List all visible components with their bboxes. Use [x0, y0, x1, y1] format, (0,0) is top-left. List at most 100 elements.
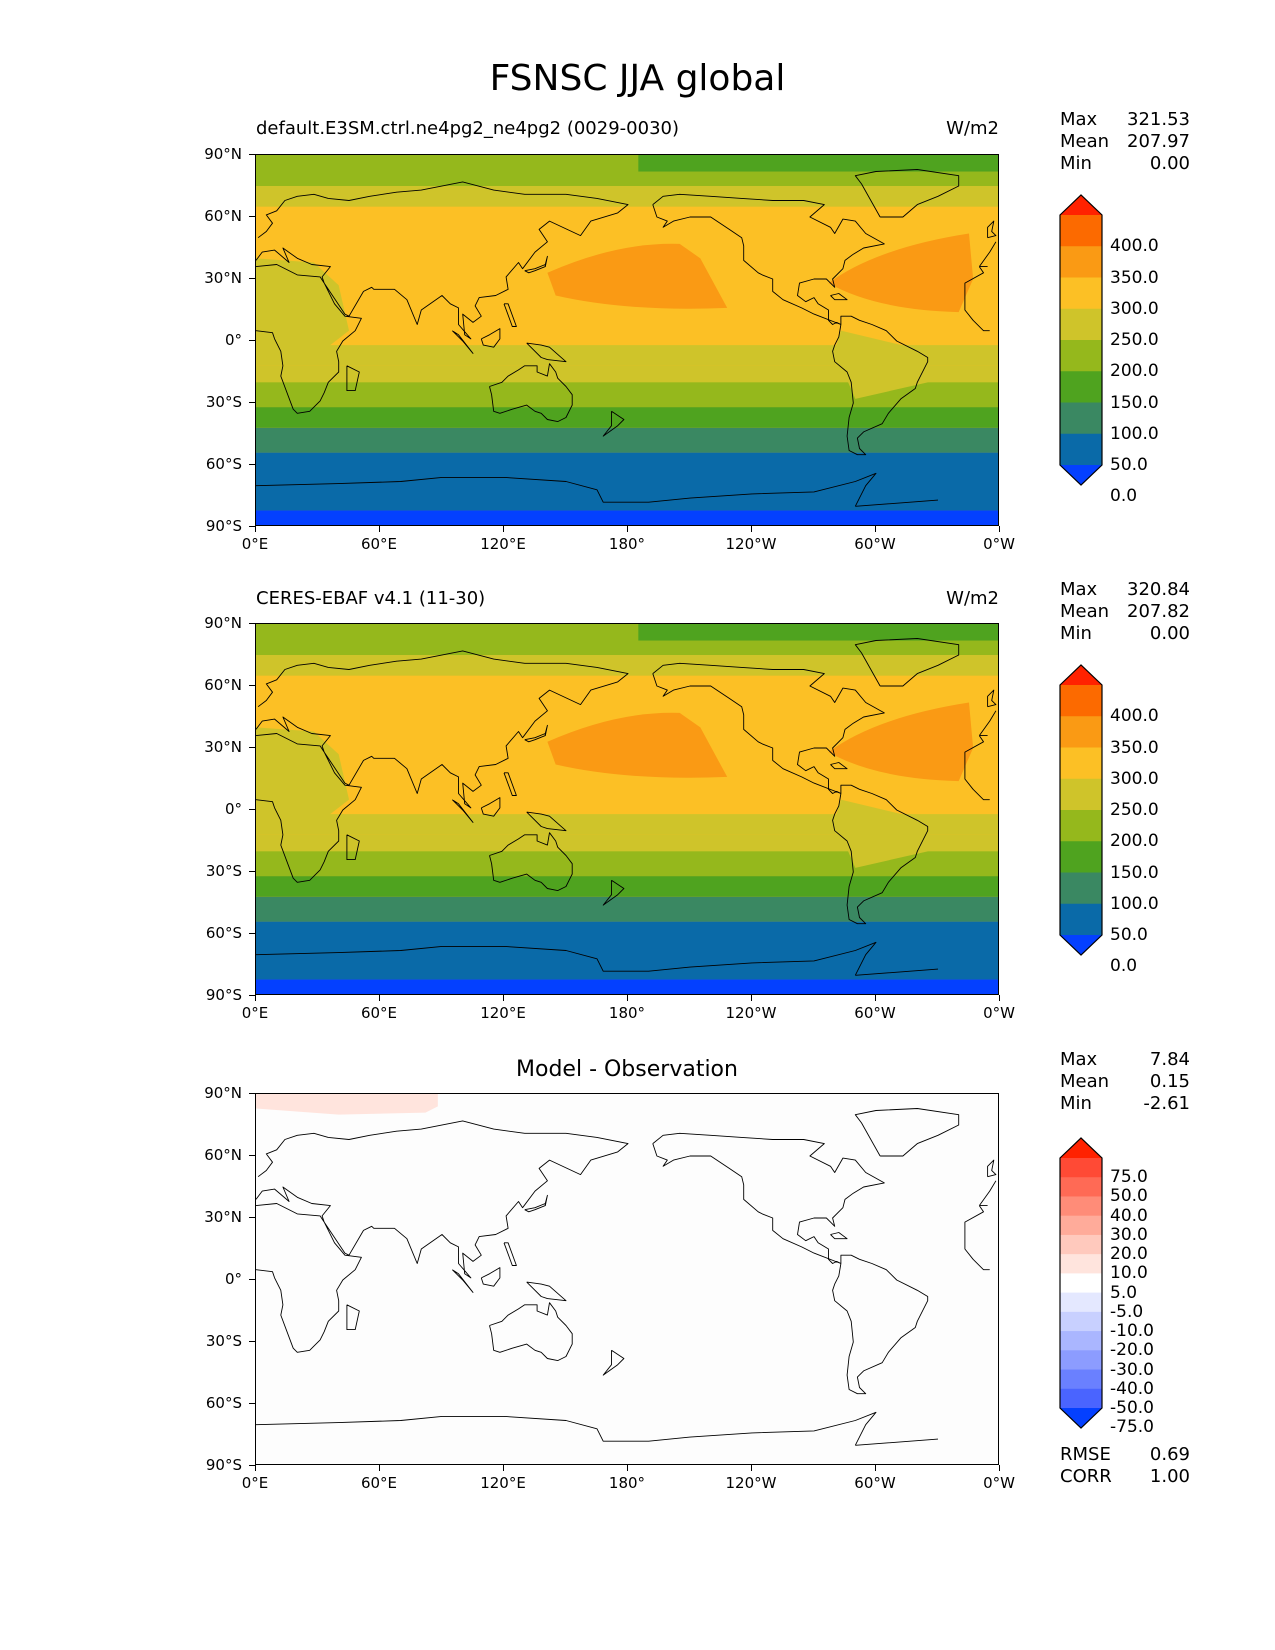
contour-200-250 — [256, 258, 349, 358]
x-tick-mark — [379, 1465, 381, 1471]
y-tick-mark — [249, 526, 255, 528]
coastline — [256, 1108, 997, 1446]
x-tick-mark — [875, 995, 877, 1001]
field-contours — [256, 155, 998, 525]
colorbar-tick-label: 200.0 — [1110, 361, 1159, 382]
y-tick-label: 60°N — [204, 1146, 242, 1164]
contour-0-50 — [256, 452, 998, 511]
stat-label: Mean — [1060, 601, 1110, 622]
colorbar-tick-label: -40.0 — [1110, 1378, 1154, 1399]
stat-label: Max — [1060, 1049, 1098, 1070]
x-tick-mark — [255, 1465, 257, 1471]
map-plot — [255, 1093, 999, 1465]
colorbar-tick-label: 30.0 — [1110, 1224, 1148, 1245]
panel-title: default.E3SM.ctrl.ne4pg2_ne4pg2 (0029-00… — [256, 118, 679, 139]
stat-value: 320.84 — [1127, 579, 1190, 600]
x-tick-label: 0°W — [983, 535, 1015, 553]
y-tick-label: 0° — [224, 1270, 242, 1288]
colorbar-tick-label: 300.0 — [1110, 298, 1159, 319]
colorbar-tick-label: -10.0 — [1110, 1321, 1154, 1342]
x-tick-mark — [503, 526, 505, 532]
x-tick-label: 60°W — [854, 1004, 896, 1022]
stat-value: 207.97 — [1127, 131, 1190, 152]
colorbar-tick-label: 50.0 — [1110, 925, 1148, 945]
colorbar-outline — [1059, 194, 1103, 486]
colorbar-segment — [1060, 246, 1102, 278]
panel-observation: CERES-EBAF v4.1 (11-30) W/m2 90°N 60°N 30°… — [0, 579, 1275, 1058]
colorbar-extend-min — [1060, 465, 1102, 485]
y-tick-label: 30°S — [205, 1332, 242, 1350]
colorbar-segment — [1060, 1273, 1102, 1294]
colorbar-outline — [1059, 664, 1103, 956]
colorbar-tick-label: 75.0 — [1110, 1167, 1148, 1188]
colorbar-segment — [1060, 371, 1102, 403]
x-tick-mark — [751, 1465, 753, 1471]
colorbar-segment — [1060, 1292, 1102, 1313]
x-tick-label: 0°W — [983, 1004, 1015, 1022]
x-tick-label: 60°W — [854, 1474, 896, 1492]
colorbar-segment — [1060, 1350, 1102, 1371]
colorbar-tick-label: 250.0 — [1110, 330, 1159, 350]
x-tick-label: 0°E — [241, 1004, 269, 1022]
contour-200-250 — [256, 814, 998, 835]
x-tick-mark — [999, 995, 1001, 1001]
coastline — [256, 638, 997, 976]
colorbar-segment — [1060, 215, 1102, 247]
colorbar-tick-label: 10.0 — [1110, 1263, 1148, 1284]
y-tick-mark — [249, 747, 255, 749]
colorbar-tick-label: -75.0 — [1110, 1417, 1154, 1438]
stat-label: Min — [1060, 153, 1092, 174]
stat-label: Max — [1060, 579, 1098, 600]
y-tick-label: 60°S — [205, 1394, 242, 1412]
y-tick-mark — [249, 1403, 255, 1405]
y-tick-mark — [249, 216, 255, 218]
x-tick-label: 120°W — [725, 1474, 777, 1492]
colorbar-extend-max — [1060, 665, 1102, 685]
metric-label: CORR — [1060, 1466, 1112, 1487]
y-tick-label: 30°N — [204, 1208, 242, 1226]
x-tick-mark — [379, 995, 381, 1001]
stat-mean: Mean 207.97 — [1060, 131, 1190, 153]
x-tick-label: 120°E — [480, 1004, 526, 1022]
colorbar-tick-label: -50.0 — [1110, 1398, 1154, 1418]
y-tick-label: 60°N — [204, 676, 242, 694]
metric-corr: CORR 1.00 — [1060, 1466, 1190, 1488]
stat-max: Max 321.53 — [1060, 109, 1190, 131]
colorbar-segment — [1060, 1369, 1102, 1390]
contour-below-0 — [256, 979, 998, 994]
y-tick-label: 90°S — [205, 517, 242, 535]
y-tick-mark — [249, 933, 255, 935]
stat-value: 207.82 — [1127, 601, 1190, 622]
x-tick-mark — [627, 526, 629, 532]
colorbar-segment — [1060, 402, 1102, 435]
panel-model: default.E3SM.ctrl.ne4pg2_ne4pg2 (0029-00… — [0, 109, 1275, 588]
y-tick-label: 30°S — [205, 393, 242, 411]
stat-value: 321.53 — [1127, 109, 1190, 130]
y-tick-mark — [249, 154, 255, 156]
x-tick-mark — [751, 995, 753, 1001]
stats-box: Max 7.84 Mean 0.15 Min -2.61 — [1060, 1049, 1190, 1115]
y-tick-label: 60°S — [205, 455, 242, 473]
contour-300-350 — [547, 243, 728, 309]
colorbar-segment — [1060, 903, 1102, 936]
y-tick-mark — [249, 402, 255, 404]
stats-box: Max 320.84 Mean 207.82 Min 0.00 — [1060, 579, 1190, 645]
colorbar-tick-label: 250.0 — [1110, 800, 1159, 820]
x-tick-mark — [999, 1465, 1001, 1471]
x-tick-label: 60°E — [360, 1004, 398, 1022]
colorbar-tick-label: 50.0 — [1110, 455, 1148, 475]
y-tick-mark — [249, 1279, 255, 1281]
coastline — [256, 169, 997, 507]
stat-value: 0.15 — [1149, 1071, 1190, 1092]
colorbar-tick-label: 5.0 — [1110, 1282, 1138, 1303]
stats-box: Max 321.53 Mean 207.97 Min 0.00 — [1060, 109, 1190, 175]
stat-value: -2.61 — [1143, 1093, 1190, 1114]
contour-5-10 — [256, 1094, 438, 1115]
x-tick-label: 0°W — [983, 1474, 1015, 1492]
contour-200-250 — [834, 799, 928, 868]
colorbar-tick-label: 350.0 — [1110, 267, 1159, 288]
colorbar-extend-min — [1060, 1408, 1102, 1428]
y-tick-mark — [249, 1155, 255, 1157]
stat-label: Min — [1060, 623, 1092, 644]
x-tick-label: 180° — [608, 535, 646, 553]
